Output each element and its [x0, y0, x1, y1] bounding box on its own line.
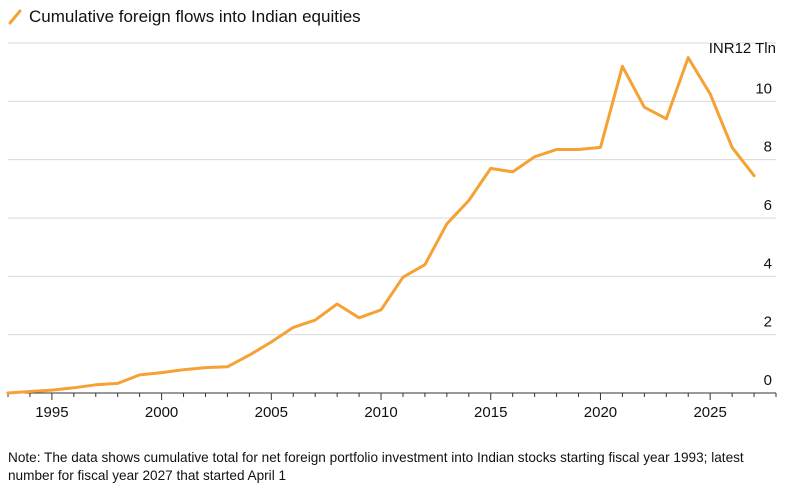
- legend-label: Cumulative foreign flows into Indian equ…: [29, 7, 361, 26]
- x-axis: 1995 2000 2005 2010 2015 2020 2025: [7, 392, 777, 421]
- y-tick-label: 10: [755, 80, 772, 97]
- x-tick-label: 2025: [693, 404, 726, 421]
- grid-lines: [8, 42, 776, 336]
- y-tick-label: 6: [764, 197, 772, 214]
- chart-note: Note: The data shows cumulative total fo…: [8, 450, 744, 483]
- y-unit-label: INR12 Tln: [709, 40, 776, 57]
- x-tick-label: 2010: [364, 404, 397, 421]
- x-tick-label: 1995: [35, 404, 68, 421]
- legend-swatch-icon: [8, 9, 22, 25]
- series-line: [6, 56, 756, 395]
- y-tick-label: 0: [764, 372, 772, 389]
- x-tick-label: 2005: [255, 404, 288, 421]
- y-tick-label: 4: [764, 255, 772, 272]
- x-tick-label: 2000: [145, 404, 178, 421]
- y-tick-label: 8: [764, 139, 772, 156]
- y-axis: 0 2 4 6 8 10: [755, 80, 772, 389]
- x-tick-label: 2020: [584, 404, 617, 421]
- line-chart: 1995 2000 2005 2010 2015 2020 2025 0 2 4 6 8 10 INR…: [6, 40, 777, 421]
- y-tick-label: 2: [764, 314, 772, 331]
- legend: Cumulative foreign flows into Indian equ…: [8, 5, 361, 29]
- x-tick-label: 2015: [474, 404, 507, 421]
